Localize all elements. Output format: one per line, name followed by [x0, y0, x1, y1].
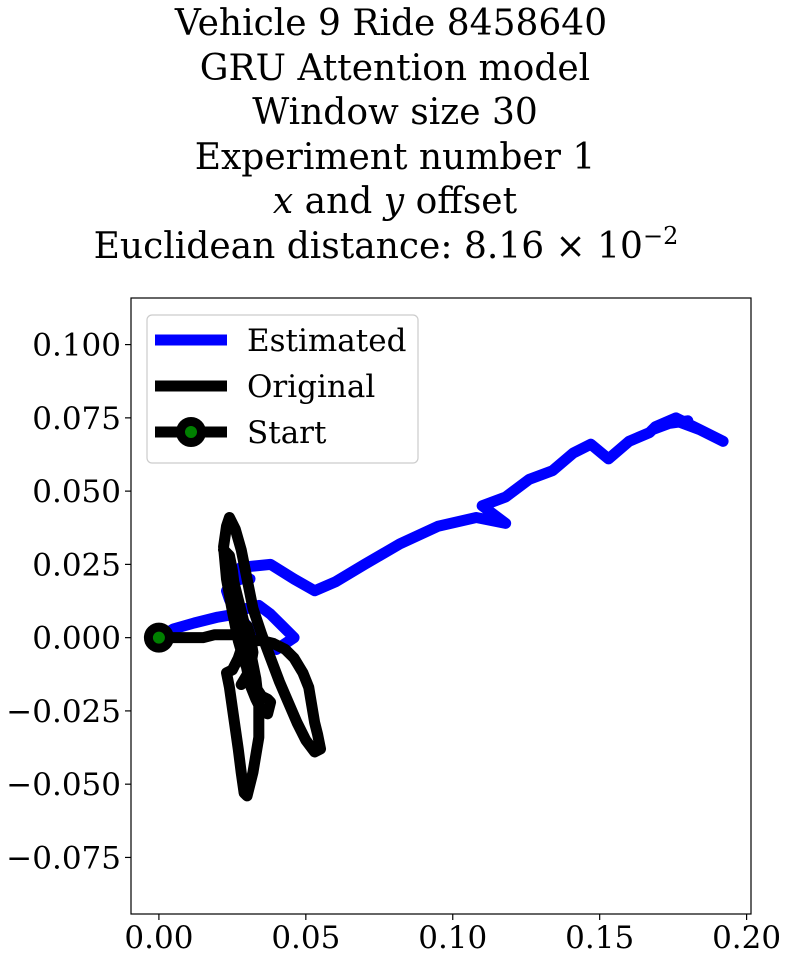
series-layer — [143, 412, 729, 802]
x-tick-label: 0.00 — [124, 920, 193, 956]
title-line-1: Vehicle 9 Ride 8458640 — [174, 3, 608, 44]
legend-label-estimated: Estimated — [247, 323, 406, 359]
title-y-symbol: y — [383, 181, 405, 222]
y-tick-label: −0.075 — [6, 840, 121, 876]
title-x-symbol: x — [272, 181, 294, 222]
x-tick-label: 0.15 — [565, 920, 634, 956]
plot-frame — [130, 297, 752, 915]
series-line-original — [153, 512, 327, 802]
y-tick-label: −0.050 — [6, 767, 121, 803]
legend-start-marker — [176, 417, 206, 447]
title-and-text: and — [293, 181, 384, 222]
y-tick-label: −0.025 — [6, 694, 121, 730]
title-line-6: Euclidean distance: 8.16 × 10−2 — [0, 221, 790, 270]
y-axis: 0.100 0.075 0.050 0.025 0.000 −0.025 −0.050 −0.… — [6, 328, 131, 876]
legend-label-original: Original — [247, 369, 375, 405]
y-tick-label: 0.075 — [32, 401, 121, 437]
y-tick-label: 0.100 — [32, 328, 121, 364]
x-tick-label: 0.20 — [712, 920, 781, 956]
title-line-5: x and y offset — [0, 180, 790, 225]
x-tick-label: 0.05 — [271, 920, 340, 956]
title-line-2: GRU Attention model — [199, 47, 591, 89]
legend-box — [146, 314, 419, 464]
title-distance-label: Euclidean distance: — [93, 225, 464, 267]
title-offset-text: offset — [404, 181, 518, 222]
chart-title: Vehicle 9 Ride 8458640 GRU Attention mod… — [0, 0, 790, 269]
title-distance-exponent: −2 — [642, 221, 679, 250]
series-line-estimated — [153, 412, 729, 655]
y-tick-label: 0.050 — [32, 474, 121, 510]
title-distance-mantissa: 8.16 — [463, 225, 545, 267]
x-tick-label: 0.10 — [418, 920, 487, 956]
title-distance-times: × 10 — [544, 225, 643, 267]
title-line-3: Window size 30 — [252, 92, 538, 133]
title-line-4: Experiment number 1 — [194, 136, 596, 178]
x-axis: 0.00 0.05 0.10 0.15 0.20 — [124, 914, 781, 956]
y-tick-label: 0.025 — [32, 547, 121, 583]
start-point-marker — [143, 622, 174, 653]
y-tick-label: 0.000 — [32, 621, 121, 657]
legend-label-start: Start — [247, 415, 327, 451]
legend: Estimated Original Start — [146, 314, 419, 464]
